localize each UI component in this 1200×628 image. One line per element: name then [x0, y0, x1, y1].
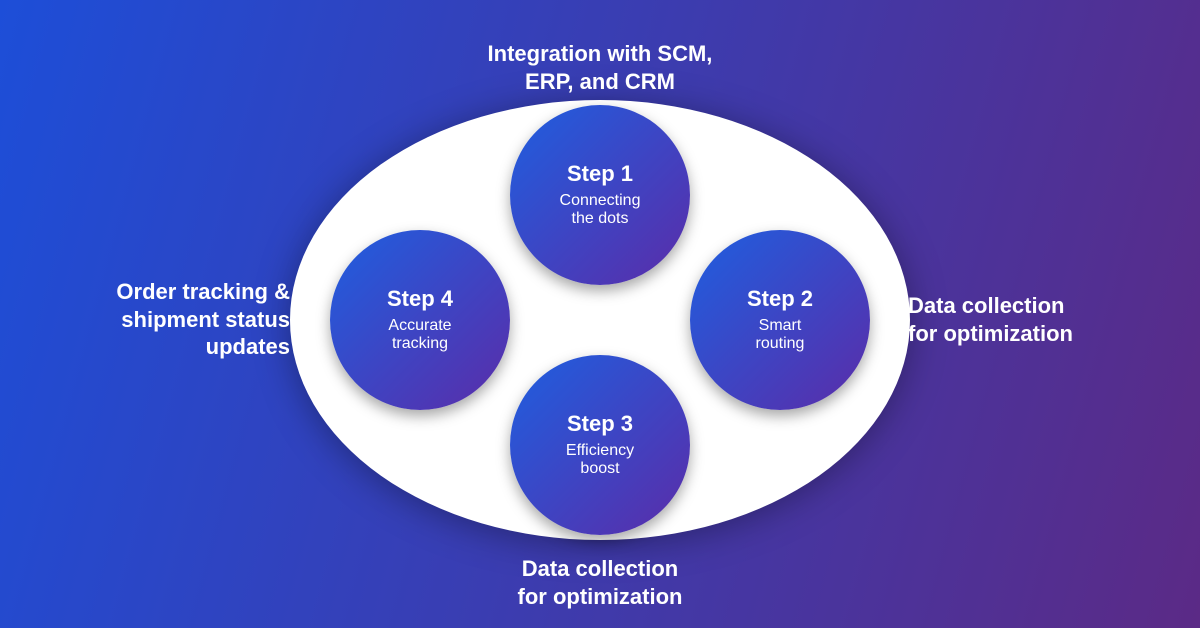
step-4-desc: Accurate tracking	[388, 317, 451, 354]
step-circle-2: Step 2 Smart routing	[690, 230, 870, 410]
caption-left: Order tracking & shipment status updates	[10, 278, 290, 361]
caption-bottom: Data collection for optimization	[340, 555, 860, 610]
step-1-desc: Connecting the dots	[560, 192, 641, 229]
step-4-title: Step 4	[387, 287, 453, 311]
step-3-desc: Efficiency boost	[566, 442, 634, 479]
caption-right: Data collection for optimization	[908, 292, 1188, 347]
step-2-desc: Smart routing	[756, 317, 805, 354]
step-circle-4: Step 4 Accurate tracking	[330, 230, 510, 410]
step-circle-3: Step 3 Efficiency boost	[510, 355, 690, 535]
step-1-title: Step 1	[567, 162, 633, 186]
infographic-stage: Step 1 Connecting the dots Step 2 Smart …	[0, 0, 1200, 628]
step-3-title: Step 3	[567, 412, 633, 436]
step-2-title: Step 2	[747, 287, 813, 311]
step-circle-1: Step 1 Connecting the dots	[510, 105, 690, 285]
caption-top: Integration with SCM, ERP, and CRM	[340, 40, 860, 95]
